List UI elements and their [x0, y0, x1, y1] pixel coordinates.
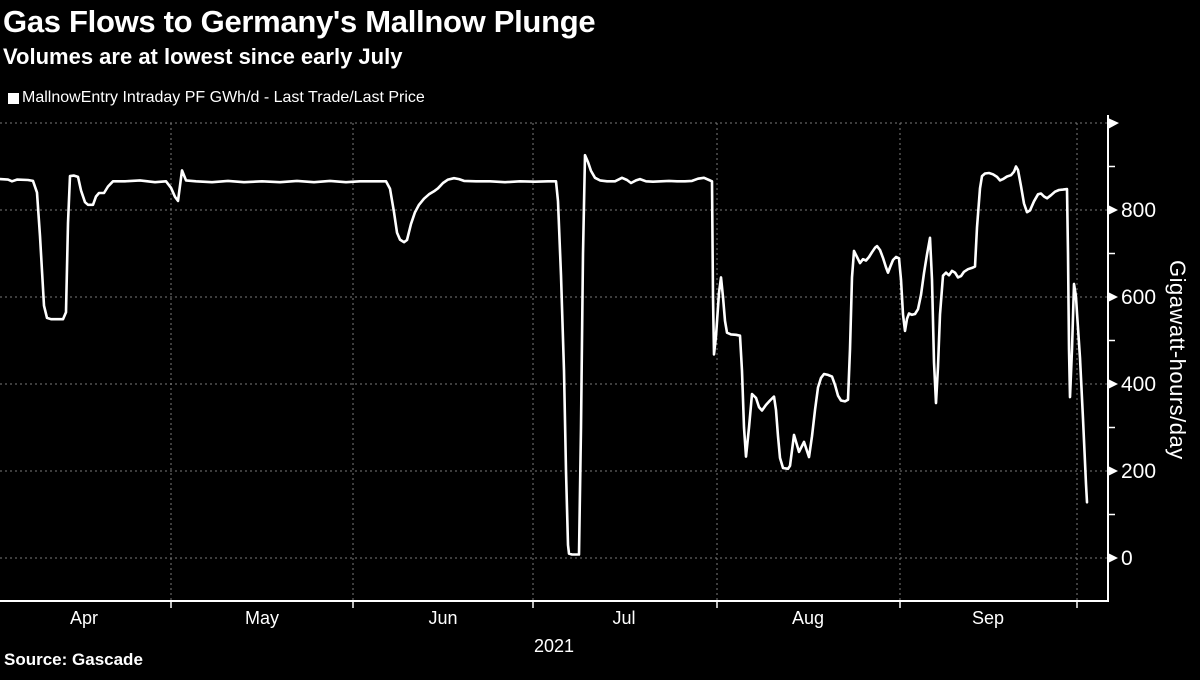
x-tick-label-sep: Sep: [972, 608, 1004, 628]
y-tick-label-200: 200: [1121, 460, 1156, 483]
y-tick-arrow-400: [1108, 379, 1118, 389]
y-tick-arrow-600: [1108, 292, 1118, 302]
chart-subtitle: Volumes are at lowest since early July: [3, 44, 403, 69]
x-tick-label-jul: Jul: [612, 608, 635, 628]
y-tick-arrow-200: [1108, 466, 1118, 476]
y-axis-title: Gigawatt-hours/day: [1165, 260, 1190, 460]
legend: MallnowEntry Intraday PF GWh/d - Last Tr…: [8, 89, 425, 107]
x-tick-label-may: May: [245, 608, 279, 628]
y-tick-label-400: 400: [1121, 373, 1156, 396]
y-tick-arrow-0: [1108, 553, 1118, 563]
legend-label: MallnowEntry Intraday PF GWh/d - Last Tr…: [22, 89, 425, 106]
series-line-0: [0, 153, 1089, 556]
y-tick-label-600: 600: [1121, 286, 1156, 309]
x-axis-year-label: 2021: [534, 636, 574, 656]
legend-square-icon: [8, 92, 19, 104]
x-tick-label-aug: Aug: [792, 608, 824, 628]
x-tick-label-apr: Apr: [70, 608, 98, 628]
y-tick-label-800: 800: [1121, 199, 1156, 222]
y-tick-label-0: 0: [1121, 547, 1133, 570]
chart-title: Gas Flows to Germany's Mallnow Plunge: [3, 4, 596, 39]
source-note: Source: Gascade: [4, 650, 143, 669]
y-tick-arrow-800: [1108, 205, 1118, 215]
x-tick-label-jun: Jun: [428, 608, 457, 628]
y-axis-top-arrow-icon: [1108, 118, 1119, 129]
y-axis-title-wrap: Gigawatt-hours/day: [1164, 40, 1190, 680]
